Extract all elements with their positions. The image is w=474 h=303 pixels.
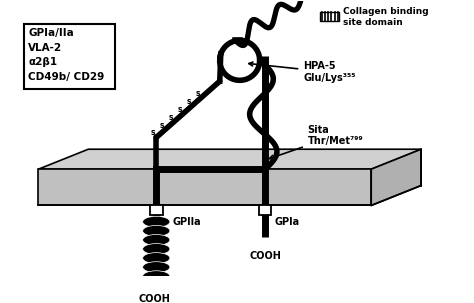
Text: Sita
Thr/Met⁷⁹⁹: Sita Thr/Met⁷⁹⁹ [270, 125, 364, 159]
Bar [24, 24, 115, 89]
Bar [259, 205, 272, 215]
Text: COOH: COOH [138, 294, 170, 303]
Text: GPIIa: GPIIa [173, 217, 201, 227]
Ellipse shape [143, 235, 170, 245]
Text: α2β1: α2β1 [28, 57, 57, 67]
Text: CD49b/ CD29: CD49b/ CD29 [28, 72, 105, 82]
Ellipse shape [143, 216, 170, 227]
Text: Collagen binding
site domain: Collagen binding site domain [343, 7, 429, 26]
Polygon shape [38, 149, 421, 169]
Text: s: s [178, 105, 182, 114]
Ellipse shape [143, 253, 170, 264]
Polygon shape [38, 169, 371, 205]
Ellipse shape [143, 244, 170, 255]
Polygon shape [371, 149, 421, 205]
Ellipse shape [143, 271, 170, 282]
Bar [150, 205, 163, 215]
Bar [319, 12, 339, 21]
Ellipse shape [143, 225, 170, 236]
Text: s: s [160, 121, 164, 130]
Text: s: s [169, 113, 173, 122]
Text: COOH: COOH [249, 251, 281, 261]
Ellipse shape [143, 262, 170, 273]
Text: s: s [151, 128, 155, 138]
Text: GPIa/IIa: GPIa/IIa [28, 28, 74, 38]
Text: s: s [195, 89, 200, 98]
Text: HPA-5
Glu/Lys³⁵⁵: HPA-5 Glu/Lys³⁵⁵ [249, 61, 356, 83]
Text: VLA-2: VLA-2 [28, 43, 63, 53]
Text: s: s [186, 97, 191, 106]
Text: GPIa: GPIa [274, 217, 299, 227]
